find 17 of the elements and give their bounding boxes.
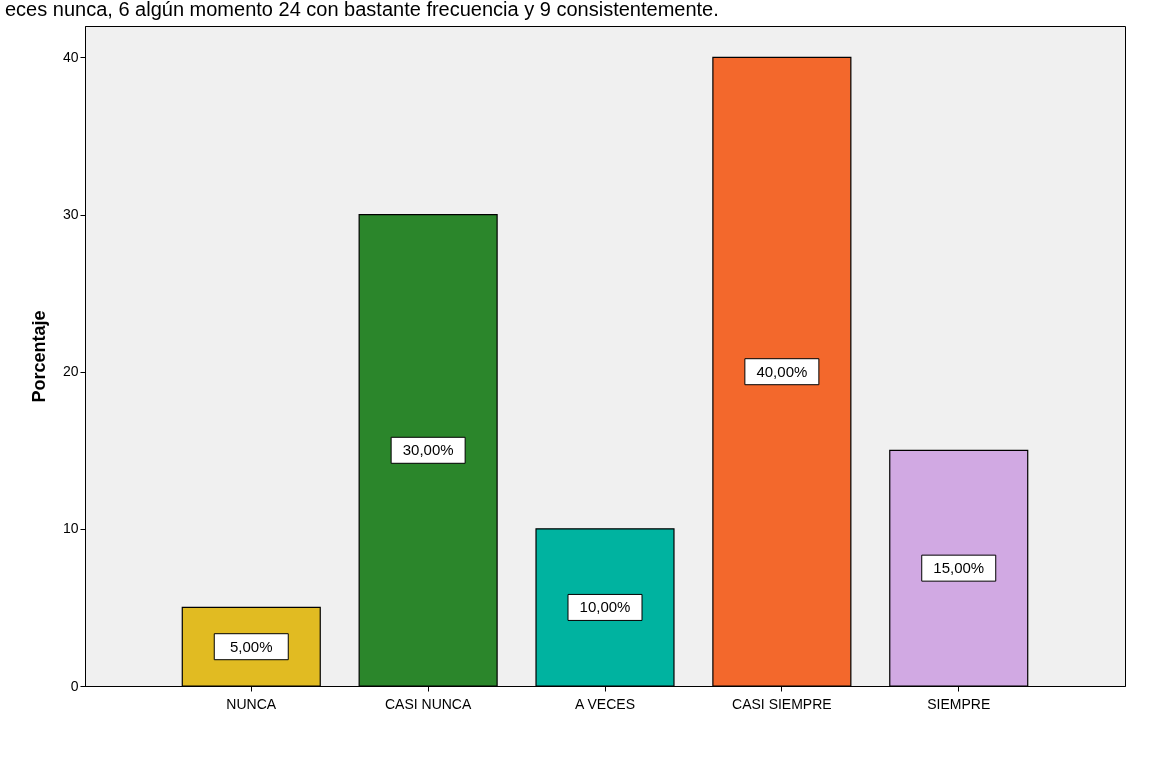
data-label: 15,00% — [933, 559, 985, 577]
y-tick-label: 30 — [62, 206, 79, 223]
data-label: 10,00% — [579, 598, 631, 616]
text: eces nunca, 6 algún momento 24 con bastante frecuencia y 9 consistentemente. — [5, 0, 719, 20]
data-label: 30,00% — [402, 441, 454, 459]
x-tick-label: SIEMPRE — [927, 695, 991, 712]
y-tick-label: 0 — [70, 677, 79, 694]
y-tick-label: 10 — [62, 520, 79, 537]
x-tick-label: A VECES — [575, 695, 635, 712]
x-tick-label: CASI NUNCA — [384, 695, 472, 712]
y-tick-label: 40 — [62, 48, 79, 65]
data-label: 5,00% — [229, 637, 273, 655]
y-tick-label: 20 — [62, 363, 79, 380]
x-tick-label: NUNCA — [226, 695, 277, 712]
data-label: 40,00% — [756, 362, 808, 380]
x-tick-label: CASI SIEMPRE — [732, 695, 832, 712]
y-axis-title: Porcentaje — [28, 310, 49, 403]
